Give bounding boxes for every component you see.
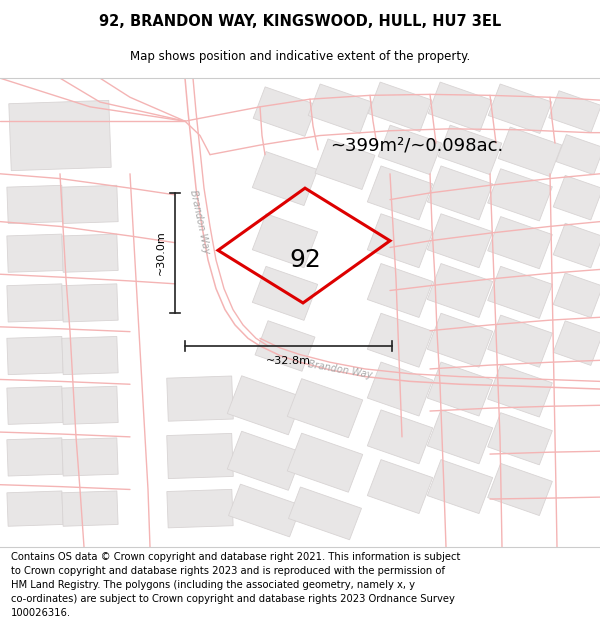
Polygon shape bbox=[427, 459, 493, 514]
Polygon shape bbox=[315, 139, 375, 189]
Polygon shape bbox=[488, 169, 553, 221]
Polygon shape bbox=[488, 365, 553, 417]
Polygon shape bbox=[62, 491, 118, 526]
Text: HM Land Registry. The polygons (including the associated geometry, namely x, y: HM Land Registry. The polygons (includin… bbox=[11, 580, 415, 590]
Polygon shape bbox=[488, 315, 553, 368]
Polygon shape bbox=[7, 438, 63, 476]
Polygon shape bbox=[427, 166, 493, 220]
Polygon shape bbox=[427, 264, 493, 318]
Polygon shape bbox=[549, 91, 600, 132]
Polygon shape bbox=[7, 491, 63, 526]
Polygon shape bbox=[253, 87, 317, 136]
Polygon shape bbox=[553, 176, 600, 220]
Polygon shape bbox=[498, 127, 562, 176]
Polygon shape bbox=[289, 487, 362, 540]
Polygon shape bbox=[488, 266, 553, 319]
Polygon shape bbox=[167, 376, 233, 421]
Text: 92: 92 bbox=[289, 248, 321, 272]
Text: ~30.0m: ~30.0m bbox=[156, 231, 166, 275]
Polygon shape bbox=[488, 217, 553, 269]
Polygon shape bbox=[488, 412, 553, 465]
Text: Brandon Way: Brandon Way bbox=[307, 359, 373, 381]
Polygon shape bbox=[427, 313, 493, 368]
Text: ~32.8m: ~32.8m bbox=[266, 356, 311, 366]
Polygon shape bbox=[368, 82, 432, 131]
Polygon shape bbox=[7, 284, 63, 322]
Polygon shape bbox=[367, 313, 433, 368]
Polygon shape bbox=[62, 284, 118, 322]
Polygon shape bbox=[62, 438, 118, 476]
Polygon shape bbox=[255, 321, 315, 371]
Polygon shape bbox=[287, 379, 363, 438]
Polygon shape bbox=[367, 362, 433, 416]
Polygon shape bbox=[378, 125, 442, 174]
Polygon shape bbox=[367, 264, 433, 318]
Polygon shape bbox=[367, 459, 433, 514]
Polygon shape bbox=[62, 234, 118, 272]
Polygon shape bbox=[367, 166, 433, 220]
Polygon shape bbox=[227, 431, 303, 490]
Polygon shape bbox=[167, 489, 233, 528]
Polygon shape bbox=[427, 362, 493, 416]
Polygon shape bbox=[427, 410, 493, 464]
Text: to Crown copyright and database rights 2023 and is reproduced with the permissio: to Crown copyright and database rights 2… bbox=[11, 566, 445, 576]
Text: Map shows position and indicative extent of the property.: Map shows position and indicative extent… bbox=[130, 50, 470, 62]
Polygon shape bbox=[253, 152, 317, 206]
Polygon shape bbox=[7, 234, 63, 272]
Polygon shape bbox=[553, 273, 600, 318]
Polygon shape bbox=[553, 223, 600, 268]
Polygon shape bbox=[9, 101, 111, 171]
Polygon shape bbox=[7, 186, 63, 224]
Text: Contains OS data © Crown copyright and database right 2021. This information is : Contains OS data © Crown copyright and d… bbox=[11, 552, 460, 562]
Polygon shape bbox=[308, 84, 372, 134]
Polygon shape bbox=[229, 484, 302, 537]
Polygon shape bbox=[488, 463, 553, 516]
Polygon shape bbox=[556, 134, 600, 174]
Text: co-ordinates) are subject to Crown copyright and database rights 2023 Ordnance S: co-ordinates) are subject to Crown copyr… bbox=[11, 594, 455, 604]
Text: Brandon Way: Brandon Way bbox=[188, 189, 212, 254]
Text: 100026316.: 100026316. bbox=[11, 608, 71, 618]
Polygon shape bbox=[227, 376, 303, 435]
Polygon shape bbox=[428, 82, 492, 131]
Polygon shape bbox=[7, 336, 63, 374]
Polygon shape bbox=[62, 336, 118, 374]
Polygon shape bbox=[167, 433, 233, 479]
Polygon shape bbox=[62, 386, 118, 424]
Polygon shape bbox=[488, 84, 552, 134]
Polygon shape bbox=[253, 266, 317, 321]
Polygon shape bbox=[367, 410, 433, 464]
Polygon shape bbox=[438, 125, 502, 174]
Polygon shape bbox=[253, 214, 317, 268]
Polygon shape bbox=[7, 386, 63, 424]
Polygon shape bbox=[287, 433, 363, 492]
Polygon shape bbox=[367, 214, 433, 268]
Text: ~399m²/~0.098ac.: ~399m²/~0.098ac. bbox=[330, 136, 503, 154]
Polygon shape bbox=[62, 186, 118, 224]
Polygon shape bbox=[427, 214, 493, 268]
Text: 92, BRANDON WAY, KINGSWOOD, HULL, HU7 3EL: 92, BRANDON WAY, KINGSWOOD, HULL, HU7 3E… bbox=[99, 14, 501, 29]
Polygon shape bbox=[553, 321, 600, 366]
